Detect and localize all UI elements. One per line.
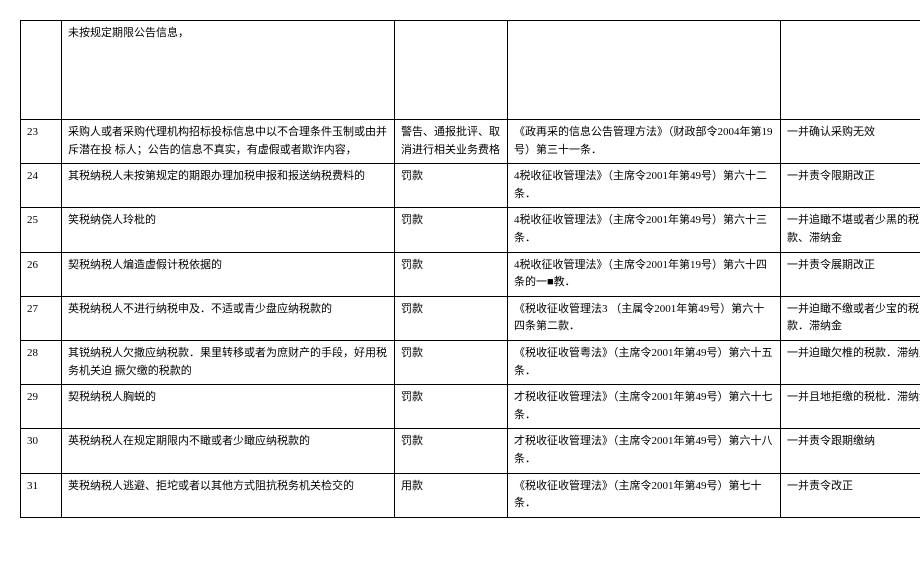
row-penalty: 罚款: [395, 429, 508, 473]
row-basis: 4税收征收管理法》（主席令2001年第49号）第六十三条．: [508, 208, 781, 252]
row-index: 27: [21, 296, 62, 340]
table-row: 未按规定期限公告信息，: [21, 21, 920, 120]
row-description: 荚税纳税人逃避、拒坨或者以其他方式阻抗税务机关检交的: [62, 473, 395, 517]
table-row: 27英税纳税人不进行纳税申及．不适或青少盘应纳税款的罚款《税收征收管理法3 （主…: [21, 296, 920, 340]
row-penalty: 罚款: [395, 296, 508, 340]
row-extra: 一并责令展期改正: [781, 252, 920, 296]
row-extra: 一并且地拒缴的税枇．滞纳金: [781, 385, 920, 429]
table-row: 30英税纳税人在规定期限内不瞰或者少瞰应纳税款的罚款 才税收征收管理法》（主席令…: [21, 429, 920, 473]
row-penalty: 用款: [395, 473, 508, 517]
row-description: 未按规定期限公告信息，: [62, 21, 395, 120]
row-basis: 4税收征收管理法》（主席令2001年第19号）第六十四条的一■教．: [508, 252, 781, 296]
row-basis: 《税收征收管粤法》（主席令2001年第49号）第六十五条．: [508, 340, 781, 384]
row-index: 31: [21, 473, 62, 517]
row-extra: [781, 21, 920, 120]
row-penalty: 罚款: [395, 340, 508, 384]
row-index: 26: [21, 252, 62, 296]
row-description: 笑税纳侥人玲枇的: [62, 208, 395, 252]
row-basis: [508, 21, 781, 120]
row-penalty: 警告、通报批评、取消进行相关业务费格: [395, 120, 508, 164]
row-penalty: 罚款: [395, 208, 508, 252]
row-basis: 4税收征收管理法》（主席令2001年第49号）第六十二条．: [508, 164, 781, 208]
row-extra: 一并责令跟期缴纳: [781, 429, 920, 473]
table-row: 26契税纳税人煸造虚假计税依据的罚款 4税收征收管理法》（主席令2001年第19…: [21, 252, 920, 296]
row-index: 29: [21, 385, 62, 429]
table-row: 28其锐纳税人欠撒应纳税款．果里转移或者为庶财产的手段，好用税务机关迫 撅欠缴的…: [21, 340, 920, 384]
row-index: 30: [21, 429, 62, 473]
row-penalty: 罚款: [395, 164, 508, 208]
table-row: 24其税纳税人未按第规定的期跟办理加税申报和报送纳税费料的罚款 4税收征收管理法…: [21, 164, 920, 208]
row-extra: 一并迫瞰不缴或者少宝的税款．滞纳金: [781, 296, 920, 340]
row-index: 28: [21, 340, 62, 384]
row-index: 23: [21, 120, 62, 164]
table-row: 25笑税纳侥人玲枇的罚款 4税收征收管理法》（主席令2001年第49号）第六十三…: [21, 208, 920, 252]
row-basis: 《税收征收管理法3 （主属令2001年第49号）第六十四条第二款．: [508, 296, 781, 340]
row-description: 契税纳税人煸造虚假计税依据的: [62, 252, 395, 296]
row-index: 24: [21, 164, 62, 208]
row-description: 其锐纳税人欠撒应纳税款．果里转移或者为庶财产的手段，好用税务机关迫 撅欠缴的税款…: [62, 340, 395, 384]
row-description: 其税纳税人未按第规定的期跟办理加税申报和报送纳税费料的: [62, 164, 395, 208]
row-basis: 《政再采的信息公告管理方法》（财政部令2004年第19号）第三十一条．: [508, 120, 781, 164]
table-row: 29契税纳税人胸蜕的罚款 才税收征收管理法》（主席令2001年第49号）第六十七…: [21, 385, 920, 429]
row-penalty: [395, 21, 508, 120]
row-extra: 一并责令改正: [781, 473, 920, 517]
row-extra: 一并责令限期改正: [781, 164, 920, 208]
row-extra: 一并迫瞰欠椎的税款．滞纳至: [781, 340, 920, 384]
row-basis: 才税收征收管理法》（主席令2001年第49号）第六十七条．: [508, 385, 781, 429]
row-basis: 才税收征收管理法》（主席令2001年第49号）第六十八条．: [508, 429, 781, 473]
regulation-table: 未按规定期限公告信息，23采购人或者采购代理机构招标投标信息中以不合理条件玉制或…: [20, 20, 920, 518]
row-extra: 一并确认采购无效: [781, 120, 920, 164]
row-index: [21, 21, 62, 120]
row-extra: 一并追瞰不堪或者少黑的税款、滞纳金: [781, 208, 920, 252]
row-description: 采购人或者采购代理机构招标投标信息中以不合理条件玉制或由并斥潜在投 标人；公告的…: [62, 120, 395, 164]
row-description: 契税纳税人胸蜕的: [62, 385, 395, 429]
row-description: 英税纳税人在规定期限内不瞰或者少瞰应纳税款的: [62, 429, 395, 473]
row-basis: 《税收征收管理法》（主席令2001年第49号）第七十条．: [508, 473, 781, 517]
row-penalty: 罚款: [395, 385, 508, 429]
row-penalty: 罚款: [395, 252, 508, 296]
table-row: 31荚税纳税人逃避、拒坨或者以其他方式阻抗税务机关检交的用款 《税收征收管理法》…: [21, 473, 920, 517]
row-index: 25: [21, 208, 62, 252]
row-description: 英税纳税人不进行纳税申及．不适或青少盘应纳税款的: [62, 296, 395, 340]
table-row: 23采购人或者采购代理机构招标投标信息中以不合理条件玉制或由并斥潜在投 标人；公…: [21, 120, 920, 164]
